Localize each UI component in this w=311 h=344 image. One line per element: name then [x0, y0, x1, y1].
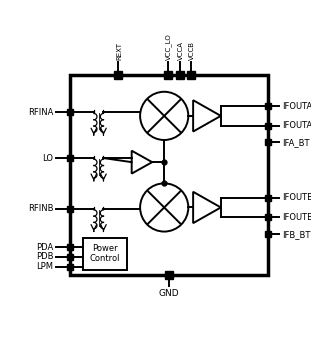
Text: IFOUTAN: IFOUTAN — [282, 121, 311, 130]
Text: IFB_BT: IFB_BT — [282, 230, 311, 239]
Text: LPM: LPM — [36, 262, 53, 271]
Text: VCC_LO: VCC_LO — [166, 33, 172, 60]
Text: RFINA: RFINA — [28, 108, 53, 117]
Bar — [70, 75, 268, 275]
Text: RFINB: RFINB — [28, 204, 53, 213]
Text: IFOUTAP: IFOUTAP — [282, 102, 311, 111]
Text: REXT: REXT — [117, 42, 123, 60]
Text: PDA: PDA — [36, 243, 53, 252]
Text: IFOUTBP: IFOUTBP — [282, 193, 311, 202]
Bar — [83, 238, 127, 270]
Text: VCCB: VCCB — [189, 41, 195, 60]
Text: GND: GND — [159, 289, 179, 298]
Text: PDB: PDB — [36, 252, 53, 261]
Text: IFOUTBN: IFOUTBN — [282, 213, 311, 222]
Text: LO: LO — [42, 153, 53, 163]
Text: Power
Control: Power Control — [90, 244, 120, 263]
Text: IFA_BT: IFA_BT — [282, 138, 310, 147]
Text: VCCA: VCCA — [178, 41, 184, 60]
